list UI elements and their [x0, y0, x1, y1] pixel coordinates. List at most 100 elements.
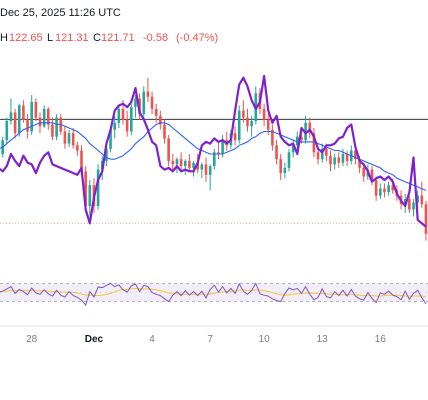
- candle-body: [188, 160, 191, 168]
- x-tick-label: 16: [375, 334, 387, 345]
- candle: [271, 124, 274, 151]
- candle-body: [146, 91, 150, 97]
- candle: [337, 152, 341, 168]
- candle-body: [196, 162, 199, 170]
- candle-body: [117, 108, 121, 123]
- candle: [379, 183, 382, 200]
- change-value: -0.58: [143, 32, 168, 44]
- candle: [237, 105, 241, 144]
- candle: [171, 154, 175, 170]
- candle: [51, 117, 54, 141]
- candle-body: [312, 133, 316, 153]
- candle: [30, 95, 33, 135]
- candle: [154, 103, 158, 123]
- candle-body: [96, 169, 100, 206]
- candle: [242, 100, 245, 123]
- candle: [192, 160, 195, 177]
- candle: [17, 103, 21, 137]
- candle-body: [150, 96, 154, 109]
- candle-body: [192, 162, 195, 168]
- candle-body: [84, 171, 87, 206]
- candle: [345, 150, 349, 167]
- x-tick-label: 7: [207, 334, 213, 345]
- low-label: L: [47, 32, 53, 44]
- candle: [146, 77, 150, 102]
- candle-body: [275, 145, 278, 160]
- candle-body: [325, 148, 328, 156]
- candle-body: [179, 159, 183, 167]
- candle: [96, 164, 100, 210]
- candle-body: [121, 108, 125, 120]
- candle-body: [279, 159, 282, 174]
- candle: [387, 181, 390, 196]
- candle-body: [412, 202, 415, 210]
- candle-body: [200, 164, 204, 170]
- candle-body: [374, 180, 378, 196]
- overlay-indicator-line: [0, 74, 427, 228]
- candle-body: [379, 188, 382, 196]
- candle: [76, 141, 79, 156]
- candle-body: [5, 121, 9, 141]
- candle-body: [221, 140, 224, 154]
- candle-body: [159, 115, 162, 125]
- candle: [26, 114, 29, 139]
- candle-body: [383, 188, 386, 193]
- candle-body: [266, 119, 270, 130]
- change-percent: (-0.47%): [176, 32, 218, 44]
- candle-body: [113, 122, 116, 130]
- candle: [130, 103, 133, 135]
- candle-body: [171, 160, 175, 165]
- candle: [262, 103, 266, 127]
- candle-body: [125, 119, 129, 132]
- candle-body: [233, 133, 237, 141]
- candle: [213, 148, 216, 170]
- candle-body: [217, 152, 220, 154]
- candle-body: [34, 102, 38, 118]
- candle: [188, 154, 191, 172]
- candle-body: [30, 102, 33, 132]
- candle-body: [55, 117, 58, 137]
- candle: [233, 126, 237, 146]
- candle-body: [354, 150, 357, 160]
- candle: [13, 108, 17, 139]
- candle-body: [420, 195, 424, 205]
- level-layer: [0, 118, 428, 224]
- candle-body: [13, 112, 17, 134]
- candle-body: [183, 160, 187, 167]
- candle-body: [26, 119, 29, 132]
- candle: [5, 117, 9, 144]
- candle-body: [71, 133, 75, 146]
- candle-body: [175, 159, 179, 165]
- candle-body: [204, 164, 208, 175]
- candle-body: [403, 199, 407, 205]
- candle: [125, 110, 129, 137]
- candle-body: [163, 124, 166, 139]
- x-tick-label: 28: [26, 334, 38, 345]
- candle: [246, 108, 249, 132]
- candle-body: [341, 154, 345, 163]
- candle: [217, 141, 220, 160]
- candle-body: [291, 145, 295, 153]
- candle: [55, 114, 58, 141]
- candle: [183, 159, 187, 175]
- candle: [408, 195, 411, 213]
- candle: [287, 148, 291, 172]
- candle-body: [130, 107, 133, 132]
- candle-body: [38, 117, 42, 127]
- x-tick-label: 4: [149, 334, 155, 345]
- x-tick-label: 10: [259, 334, 271, 345]
- datetime-label: Dec 25, 2025 11:26 UTC: [0, 7, 121, 19]
- candle: [71, 128, 75, 149]
- candle-body: [320, 148, 324, 160]
- candle: [179, 152, 183, 172]
- candle-body: [300, 136, 303, 141]
- candle-body: [262, 108, 266, 120]
- candle-body: [167, 138, 170, 161]
- candle: [383, 183, 386, 198]
- candle-body: [345, 154, 349, 161]
- low-value: 121.31: [55, 32, 89, 44]
- candle-body: [51, 124, 54, 137]
- candle-body: [9, 112, 13, 122]
- candle-body: [308, 122, 312, 134]
